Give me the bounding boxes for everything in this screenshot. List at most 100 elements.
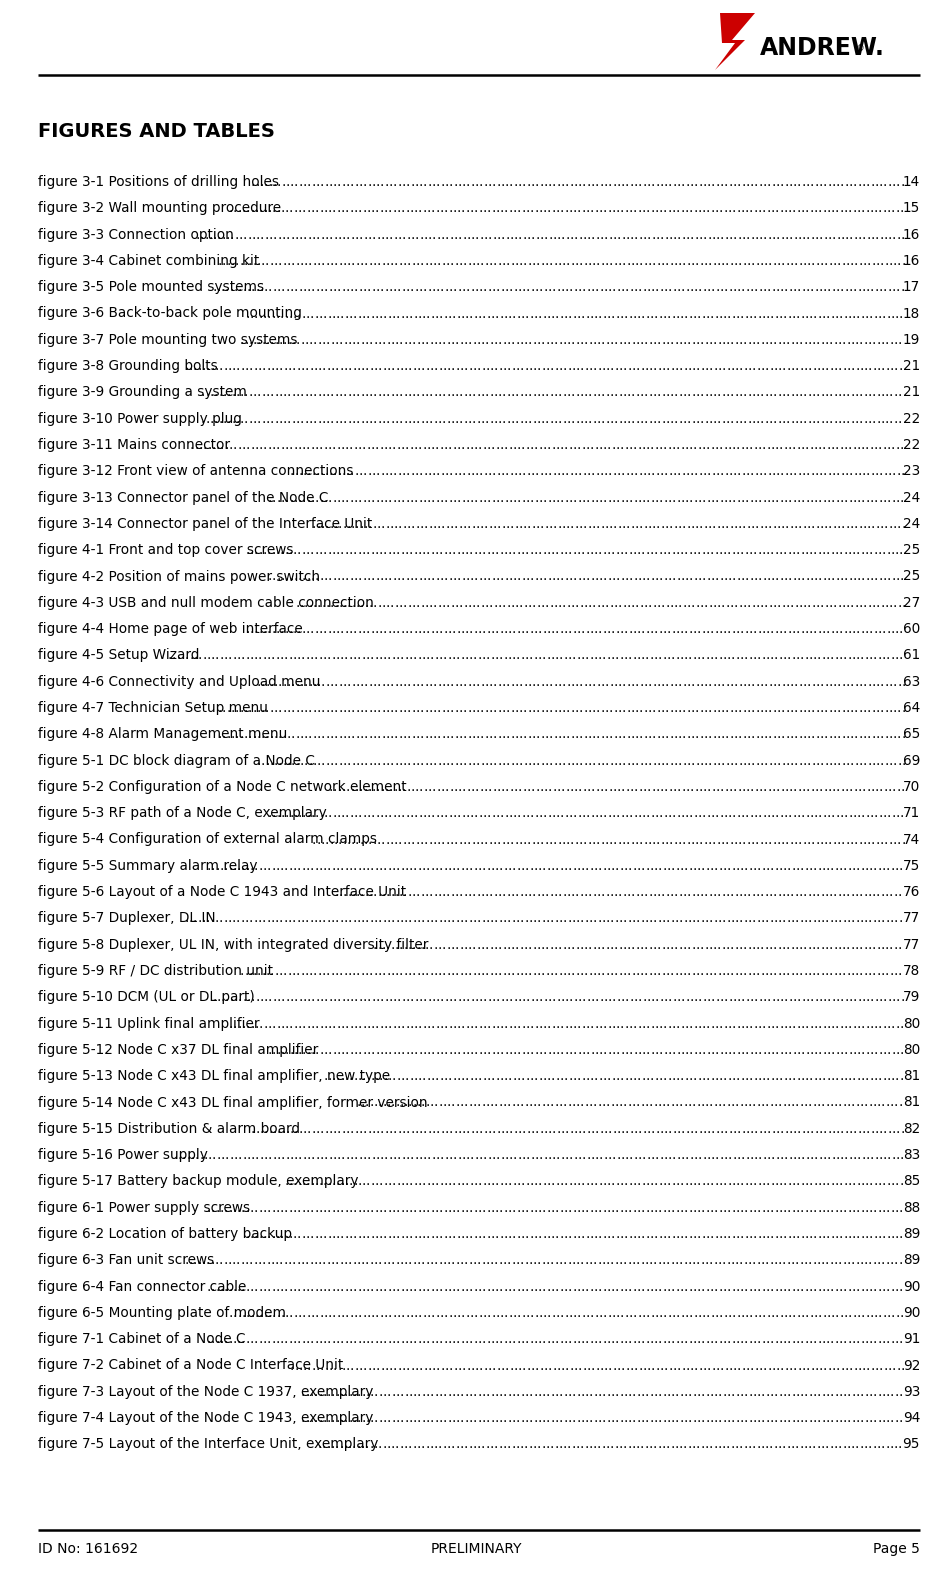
Text: .: . xyxy=(780,806,783,821)
Text: .: . xyxy=(466,280,470,294)
Text: .: . xyxy=(878,544,882,556)
Text: .: . xyxy=(851,1253,855,1267)
Text: .: . xyxy=(412,333,416,347)
Text: .: . xyxy=(519,728,523,742)
Text: .: . xyxy=(201,385,206,399)
Text: .: . xyxy=(452,490,457,505)
Text: .: . xyxy=(451,912,455,926)
Text: .: . xyxy=(727,569,732,583)
Text: .: . xyxy=(902,753,905,767)
Text: .: . xyxy=(591,464,595,478)
Text: .: . xyxy=(677,228,682,242)
Text: .: . xyxy=(319,1042,324,1056)
Text: .: . xyxy=(867,964,872,978)
Text: .: . xyxy=(310,1174,314,1188)
Text: .: . xyxy=(648,885,652,899)
Text: .: . xyxy=(644,728,647,742)
Text: .: . xyxy=(357,623,362,637)
Text: .: . xyxy=(827,174,831,189)
Text: .: . xyxy=(288,201,293,215)
Text: .: . xyxy=(893,412,898,426)
Text: .: . xyxy=(309,1412,314,1426)
Text: .: . xyxy=(355,596,360,610)
Text: .: . xyxy=(398,674,403,689)
Text: .: . xyxy=(588,1096,593,1110)
Text: 21: 21 xyxy=(902,358,920,373)
Text: .: . xyxy=(597,385,601,399)
Text: .: . xyxy=(698,280,703,294)
Text: .: . xyxy=(466,490,469,505)
Text: .: . xyxy=(426,1228,430,1240)
Text: .: . xyxy=(457,1122,462,1137)
Text: .: . xyxy=(246,623,249,637)
Text: .: . xyxy=(552,990,556,1005)
Text: .: . xyxy=(871,517,875,531)
Text: .: . xyxy=(282,255,287,267)
Text: .: . xyxy=(630,728,635,742)
Text: .: . xyxy=(333,228,337,242)
Text: .: . xyxy=(725,728,729,742)
Text: .: . xyxy=(479,1122,484,1137)
Text: .: . xyxy=(387,1331,391,1346)
Text: .: . xyxy=(252,412,257,426)
Text: .: . xyxy=(613,596,618,610)
Text: .: . xyxy=(824,333,829,347)
Text: .: . xyxy=(259,1306,263,1320)
Text: .: . xyxy=(664,464,668,478)
Text: .: . xyxy=(554,964,558,978)
Text: .: . xyxy=(857,280,862,294)
Text: .: . xyxy=(392,280,397,294)
Text: .: . xyxy=(865,990,870,1005)
Text: .: . xyxy=(841,228,844,242)
Text: .: . xyxy=(517,490,522,505)
Text: .: . xyxy=(869,623,873,637)
Text: .: . xyxy=(397,490,401,505)
Text: .: . xyxy=(293,1306,298,1320)
Text: .: . xyxy=(486,490,491,505)
Text: .: . xyxy=(512,1042,517,1056)
Text: .: . xyxy=(395,1253,400,1267)
Text: .: . xyxy=(481,1253,486,1267)
Text: .: . xyxy=(714,307,719,321)
Text: .: . xyxy=(644,596,648,610)
Text: .: . xyxy=(544,1122,547,1137)
Text: .: . xyxy=(572,648,576,662)
Text: .: . xyxy=(612,174,617,189)
Text: .: . xyxy=(808,1331,813,1346)
Text: .: . xyxy=(615,1201,620,1215)
Text: .: . xyxy=(327,307,331,321)
Text: .: . xyxy=(481,964,485,978)
Text: .: . xyxy=(344,1437,347,1451)
Text: .: . xyxy=(385,780,388,794)
Text: .: . xyxy=(254,307,258,321)
Text: .: . xyxy=(426,1385,430,1399)
Text: .: . xyxy=(750,464,754,478)
Text: .: . xyxy=(321,701,326,715)
Text: .: . xyxy=(605,701,609,715)
Text: .: . xyxy=(501,464,505,478)
Text: .: . xyxy=(831,1042,835,1056)
Text: .: . xyxy=(263,1306,268,1320)
Text: .: . xyxy=(649,1331,654,1346)
Text: .: . xyxy=(262,358,266,373)
Text: .: . xyxy=(877,1253,881,1267)
Text: .: . xyxy=(822,544,826,556)
Text: .: . xyxy=(753,1228,757,1240)
Text: .: . xyxy=(832,728,837,742)
Text: .: . xyxy=(576,912,580,926)
Text: .: . xyxy=(467,255,471,267)
Text: .: . xyxy=(397,780,402,794)
Text: .: . xyxy=(688,544,693,556)
Text: .: . xyxy=(762,569,766,583)
Text: .: . xyxy=(296,358,301,373)
Text: .: . xyxy=(879,1122,883,1137)
Text: .: . xyxy=(595,1358,600,1372)
Text: .: . xyxy=(302,201,307,215)
Text: .: . xyxy=(830,307,835,321)
Text: .: . xyxy=(585,439,590,453)
Text: .: . xyxy=(367,439,370,453)
Text: .: . xyxy=(840,490,843,505)
Text: .: . xyxy=(275,1331,280,1346)
Text: .: . xyxy=(565,701,570,715)
Text: .: . xyxy=(565,569,568,583)
